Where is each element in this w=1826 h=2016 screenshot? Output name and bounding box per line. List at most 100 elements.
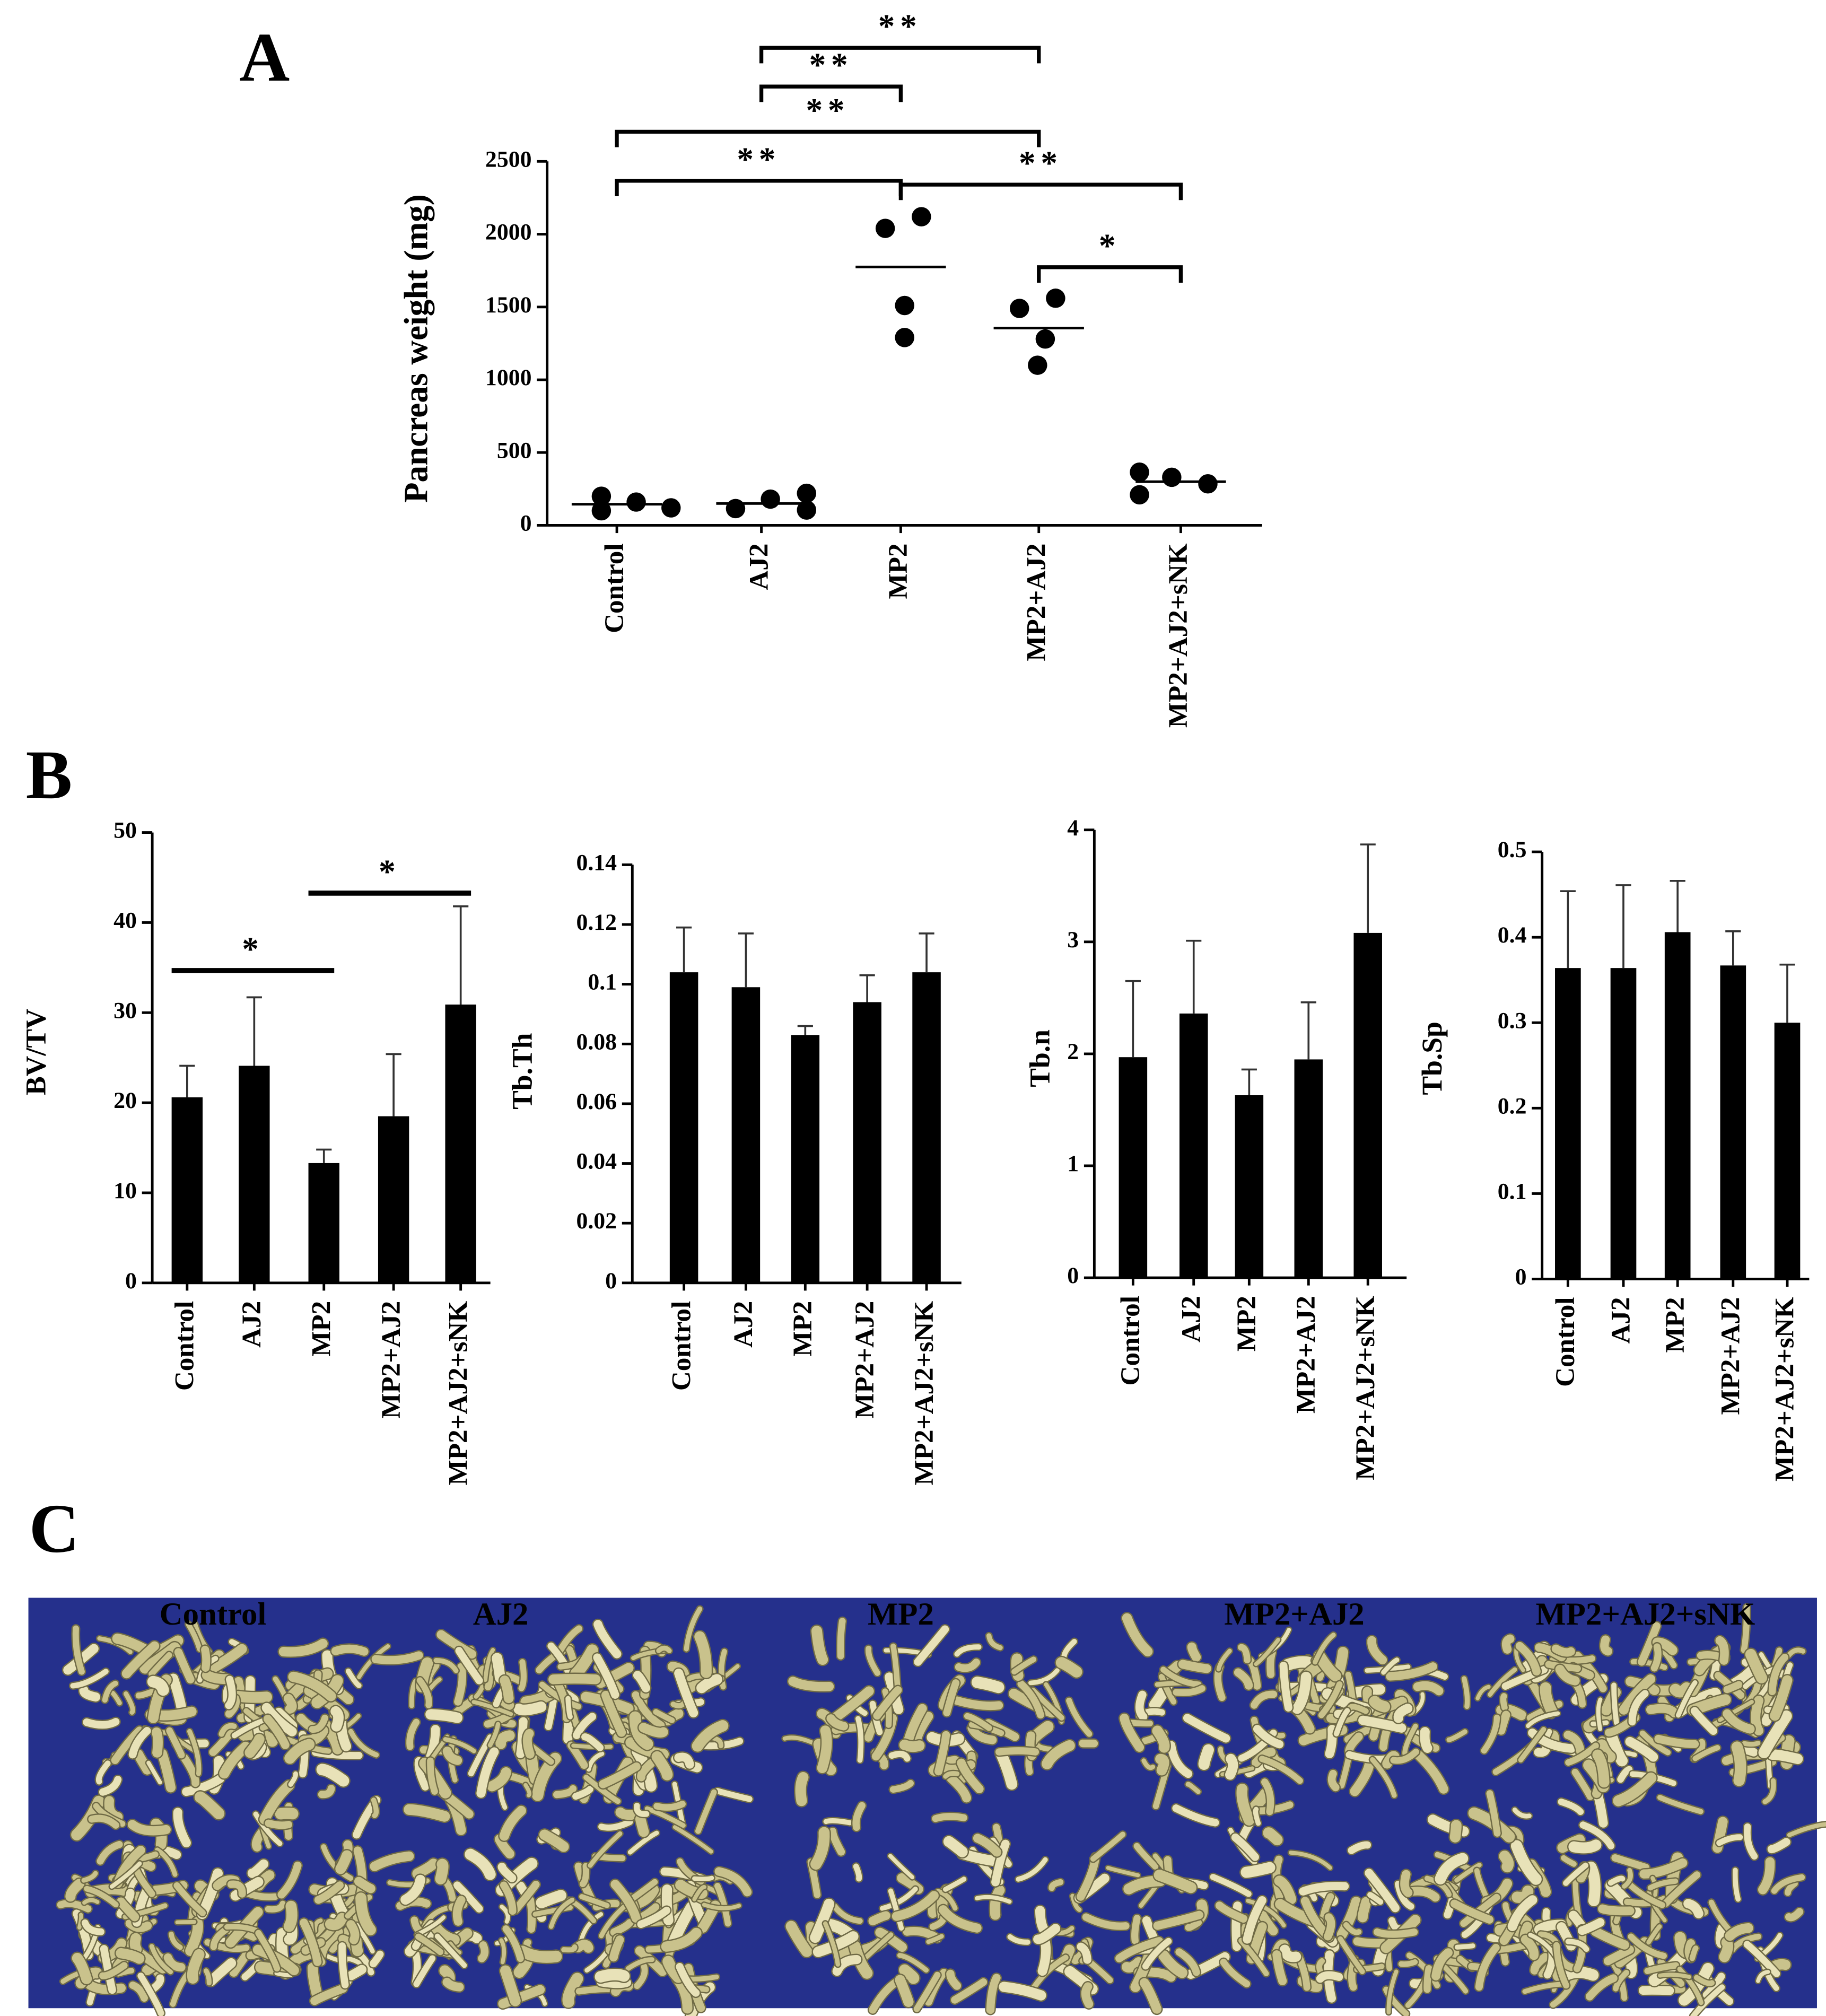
trabecula — [288, 1771, 299, 1787]
x-tick-label: AJ2 — [237, 1301, 267, 1348]
trabecula — [1715, 1636, 1729, 1665]
trabecula — [832, 1955, 861, 1976]
bar — [1774, 1023, 1801, 1279]
trabecula — [1370, 1757, 1397, 1798]
trabecula — [1142, 1938, 1172, 1970]
trabecula — [370, 1851, 414, 1871]
trabecula — [897, 1953, 929, 1973]
trabecula — [1600, 1635, 1612, 1656]
trabecula — [1316, 1971, 1343, 1983]
trabecula — [615, 1807, 636, 1820]
trabecula — [785, 1921, 812, 1957]
trabecula — [1555, 1664, 1580, 1686]
trabecula — [1347, 1704, 1369, 1714]
bar — [378, 1116, 409, 1283]
trabecula — [155, 1847, 178, 1877]
trabecula — [1693, 1975, 1715, 1986]
trabecula — [1082, 1913, 1130, 1930]
trabecula — [175, 1919, 197, 1925]
trabecula — [1500, 1693, 1508, 1711]
trabecula — [111, 1726, 144, 1765]
trabecula — [127, 1820, 171, 1836]
significance-bracket: ** — [615, 92, 1041, 147]
trabecula — [1624, 1880, 1665, 1908]
trabecula — [1561, 1855, 1577, 1867]
trabecula — [169, 1931, 183, 1950]
error-bar — [1779, 963, 1795, 1023]
trabecula — [1563, 1862, 1588, 1886]
data-point — [797, 500, 817, 520]
y-tick-label: 0.1 — [1498, 1179, 1527, 1204]
trabecula — [1585, 1974, 1618, 2001]
trabecula — [583, 1775, 621, 1804]
trabecula — [173, 1808, 191, 1848]
trabecula — [586, 1751, 605, 1772]
significance-bracket: * — [171, 930, 335, 973]
trabecula — [435, 1858, 449, 1884]
trabecula — [1607, 1875, 1626, 1886]
trabecula — [1011, 1656, 1037, 1675]
bracket-line — [1037, 265, 1183, 283]
bone-sample — [781, 1616, 1131, 2015]
trabecula — [1318, 1681, 1343, 1718]
trabecula — [1628, 1690, 1649, 1726]
y-tick-label: 0.06 — [576, 1089, 617, 1114]
trabecula — [1630, 1659, 1667, 1670]
trabecula — [637, 1759, 656, 1782]
trabecula — [1692, 1745, 1720, 1761]
trabecula — [225, 1675, 236, 1709]
trabecula — [99, 1776, 122, 1796]
trabecula — [714, 1867, 752, 1897]
trabecula — [513, 1701, 547, 1716]
bracket-line — [615, 129, 1041, 147]
trabecula — [1210, 1874, 1252, 1897]
trabecula — [1571, 1768, 1594, 1800]
trabecula — [487, 1767, 511, 1792]
trabecula — [1167, 1741, 1193, 1778]
bone-sample — [56, 1620, 415, 2016]
trabecula — [1314, 1650, 1341, 1682]
trabecula — [1617, 1766, 1633, 1783]
trabecula — [547, 1642, 573, 1677]
trabecula — [1350, 1758, 1375, 1796]
trabecula — [565, 1696, 573, 1720]
trabecula — [134, 1868, 155, 1897]
bracket-line — [898, 182, 1183, 200]
trabecula — [609, 1935, 624, 1962]
trabecula — [1279, 1944, 1301, 1962]
trabecula — [599, 1762, 641, 1788]
trabecula — [1131, 1915, 1141, 1944]
x-tick-label: MP2+AJ2 — [1021, 544, 1051, 661]
trabecula — [943, 1836, 968, 1857]
trabecula — [1183, 1714, 1230, 1743]
trabecula — [448, 1941, 462, 1955]
trabecula — [692, 1875, 714, 1881]
trabecula — [283, 1900, 298, 1932]
trabecula — [166, 1727, 185, 1759]
trabecula — [1238, 1644, 1251, 1664]
trabecula — [868, 1911, 890, 1926]
trabecula — [1592, 1749, 1610, 1788]
trabecula — [427, 1677, 442, 1692]
trabecula — [346, 1920, 360, 1944]
trabecula — [1261, 1778, 1274, 1816]
trabecula — [1670, 1682, 1692, 1698]
trabecula — [265, 1900, 286, 1913]
trabecula — [210, 1926, 229, 1950]
trabecula — [1767, 1838, 1790, 1854]
trabecula — [536, 1890, 566, 1908]
trabecula — [1225, 1753, 1238, 1780]
trabecula — [1279, 1662, 1292, 1712]
trabecula — [1122, 1613, 1153, 1656]
trabecula — [562, 1973, 583, 2008]
significance-label: ** — [809, 47, 853, 84]
trabecula — [77, 1913, 83, 1930]
trabecula — [1234, 1668, 1253, 1690]
trabecula — [1622, 1867, 1633, 1889]
trabecula — [1159, 1673, 1177, 1705]
trabecula — [499, 1938, 506, 1965]
trabecula — [187, 1949, 205, 1984]
trabecula — [1160, 1666, 1202, 1688]
trabecula — [314, 1881, 344, 1904]
